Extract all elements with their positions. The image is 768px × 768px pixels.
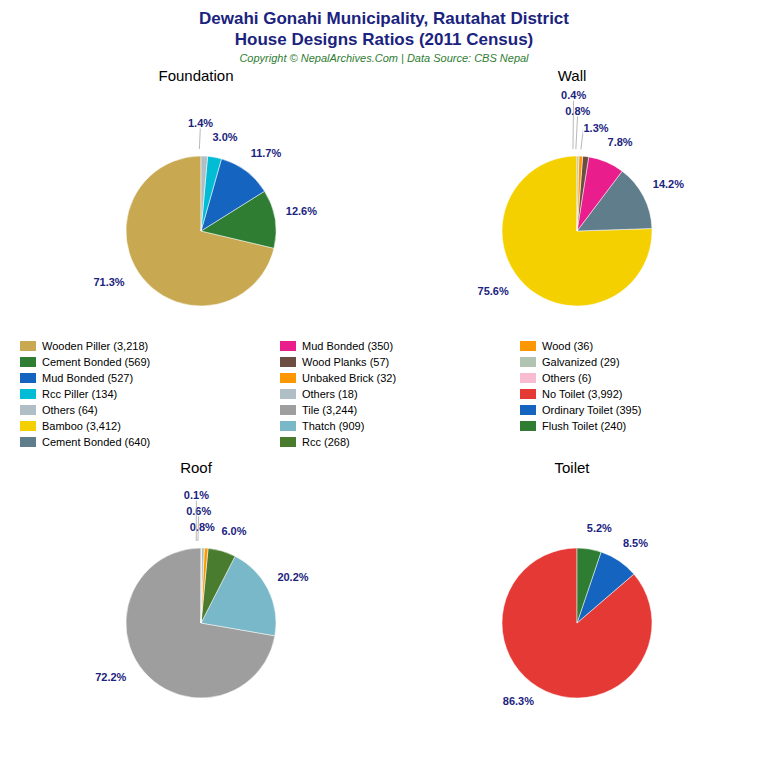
svg-text:1.3%: 1.3% <box>583 122 608 134</box>
svg-text:20.2%: 20.2% <box>277 571 308 583</box>
svg-text:0.8%: 0.8% <box>190 521 215 533</box>
html-text:Cement Bonded (569): Cement Bonded (569) <box>42 356 151 368</box>
html-text:Others (6): Others (6) <box>542 372 592 384</box>
svg-text:8.5%: 8.5% <box>623 537 648 549</box>
html-text:Others (64): Others (64) <box>42 404 98 416</box>
svg-text:3.0%: 3.0% <box>212 131 237 143</box>
svg-text:0.6%: 0.6% <box>186 505 211 517</box>
html-text:Flush Toilet (240): Flush Toilet (240) <box>542 420 627 432</box>
html-text:House Designs Ratios (2011 Cen: House Designs Ratios (2011 Census) <box>234 30 534 49</box>
html-text:Wooden Piller (3,218): Wooden Piller (3,218) <box>42 340 149 352</box>
html-text:Foundation: Foundation <box>158 67 234 84</box>
svg-text:0.1%: 0.1% <box>184 489 209 501</box>
svg-text:71.3%: 71.3% <box>93 276 124 288</box>
svg-text:1.4%: 1.4% <box>188 117 213 129</box>
html-text:Galvanized (29): Galvanized (29) <box>542 356 620 368</box>
html-text:Mud Bonded (527): Mud Bonded (527) <box>42 372 134 384</box>
html-text:Others (18): Others (18) <box>302 388 358 400</box>
svg-text:0.8%: 0.8% <box>565 105 590 117</box>
svg-text:12.6%: 12.6% <box>286 205 317 217</box>
html-text:Unbaked Brick (32): Unbaked Brick (32) <box>302 372 397 384</box>
svg-text:7.8%: 7.8% <box>608 136 633 148</box>
html-text:Toilet: Toilet <box>554 459 590 476</box>
html-text:Rcc (268): Rcc (268) <box>302 436 350 448</box>
html-text:Dewahi Gonahi Municipality, Ra: Dewahi Gonahi Municipality, Rautahat Dis… <box>199 9 569 28</box>
svg-text:75.6%: 75.6% <box>478 285 509 297</box>
svg-text:6.0%: 6.0% <box>221 525 246 537</box>
html-text:Mud Bonded (350): Mud Bonded (350) <box>302 340 394 352</box>
html-text:Rcc Piller (134): Rcc Piller (134) <box>42 388 118 400</box>
svg-text:5.2%: 5.2% <box>587 522 612 534</box>
html-text:Wood (36): Wood (36) <box>542 340 594 352</box>
svg-text:0.4%: 0.4% <box>561 89 586 101</box>
html-text:Bamboo (3,412): Bamboo (3,412) <box>42 420 121 432</box>
html-text:Wood Planks (57): Wood Planks (57) <box>302 356 390 368</box>
html-text:No Toilet (3,992): No Toilet (3,992) <box>542 388 623 400</box>
svg-text:11.7%: 11.7% <box>251 147 282 159</box>
html-text:Cement Bonded (640): Cement Bonded (640) <box>42 436 151 448</box>
html-text:Roof: Roof <box>180 459 212 476</box>
svg-text:72.2%: 72.2% <box>95 671 126 683</box>
html-text:Copyright © NepalArchives.Com: Copyright © NepalArchives.Com | Data Sou… <box>239 52 529 64</box>
html-text:Wall: Wall <box>557 67 587 84</box>
svg-text:14.2%: 14.2% <box>653 178 684 190</box>
svg-text:86.3%: 86.3% <box>503 695 534 707</box>
html-text:Ordinary Toilet (395): Ordinary Toilet (395) <box>542 404 642 416</box>
html-text:Tile (3,244): Tile (3,244) <box>302 404 358 416</box>
html-text:Thatch (909): Thatch (909) <box>302 420 365 432</box>
